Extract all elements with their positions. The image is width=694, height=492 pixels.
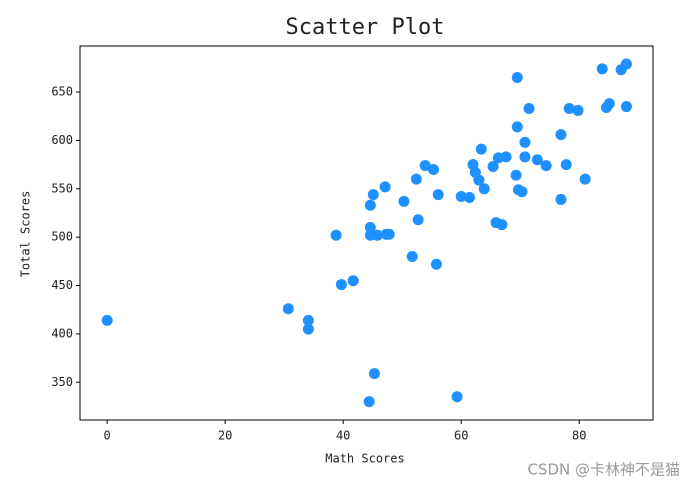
point [335, 279, 347, 291]
point [523, 102, 535, 114]
point [101, 314, 113, 326]
point [510, 169, 522, 181]
point [282, 303, 294, 315]
point [410, 173, 422, 185]
point [406, 251, 418, 263]
point [563, 102, 575, 114]
x-tick-label: 0 [104, 429, 111, 443]
point [519, 151, 531, 163]
point [496, 219, 508, 231]
x-tick-label: 80 [572, 429, 586, 443]
point [419, 160, 431, 172]
y-tick-label: 500 [51, 230, 73, 244]
point [451, 391, 463, 403]
point [500, 151, 512, 163]
point [463, 191, 475, 203]
y-tick-label: 600 [51, 133, 73, 147]
point [579, 173, 591, 185]
y-tick-label: 650 [51, 85, 73, 99]
y-tick-label: 550 [51, 181, 73, 195]
x-tick-label: 40 [336, 429, 350, 443]
y-tick-label: 350 [51, 375, 73, 389]
point [383, 228, 395, 240]
point [560, 159, 572, 171]
point [620, 101, 632, 113]
point [302, 323, 314, 335]
point [516, 186, 528, 198]
watermark: CSDN @卡林神不是猫 [527, 461, 680, 479]
point [432, 189, 444, 201]
y-axis-label: Total Scores [19, 191, 33, 278]
point [596, 63, 608, 75]
point [487, 161, 499, 173]
point [371, 229, 383, 241]
point [572, 104, 584, 116]
point [364, 221, 376, 233]
point [379, 181, 391, 193]
x-axis-label: Math Scores [325, 452, 404, 466]
point [519, 136, 531, 148]
x-tick-label: 20 [218, 429, 232, 443]
point [430, 258, 442, 270]
point [330, 229, 342, 241]
point [364, 199, 376, 211]
point [412, 214, 424, 226]
plot-frame [79, 45, 654, 421]
point [475, 143, 487, 155]
point [603, 98, 615, 110]
point [620, 58, 632, 70]
y-tick-label: 450 [51, 278, 73, 292]
point [363, 396, 375, 408]
point [368, 368, 380, 380]
point [427, 163, 439, 175]
point [478, 183, 490, 195]
y-tick-label: 400 [51, 326, 73, 340]
point [540, 160, 552, 172]
chart-title: Scatter Plot [286, 15, 445, 40]
point [302, 314, 314, 326]
point [555, 193, 567, 205]
point [531, 154, 543, 166]
point [455, 191, 467, 203]
point [511, 121, 523, 133]
point [347, 275, 359, 287]
x-tick-label: 60 [454, 429, 468, 443]
point [511, 72, 523, 84]
point [555, 129, 567, 141]
point [367, 189, 379, 201]
point [398, 195, 410, 207]
point [473, 174, 485, 186]
